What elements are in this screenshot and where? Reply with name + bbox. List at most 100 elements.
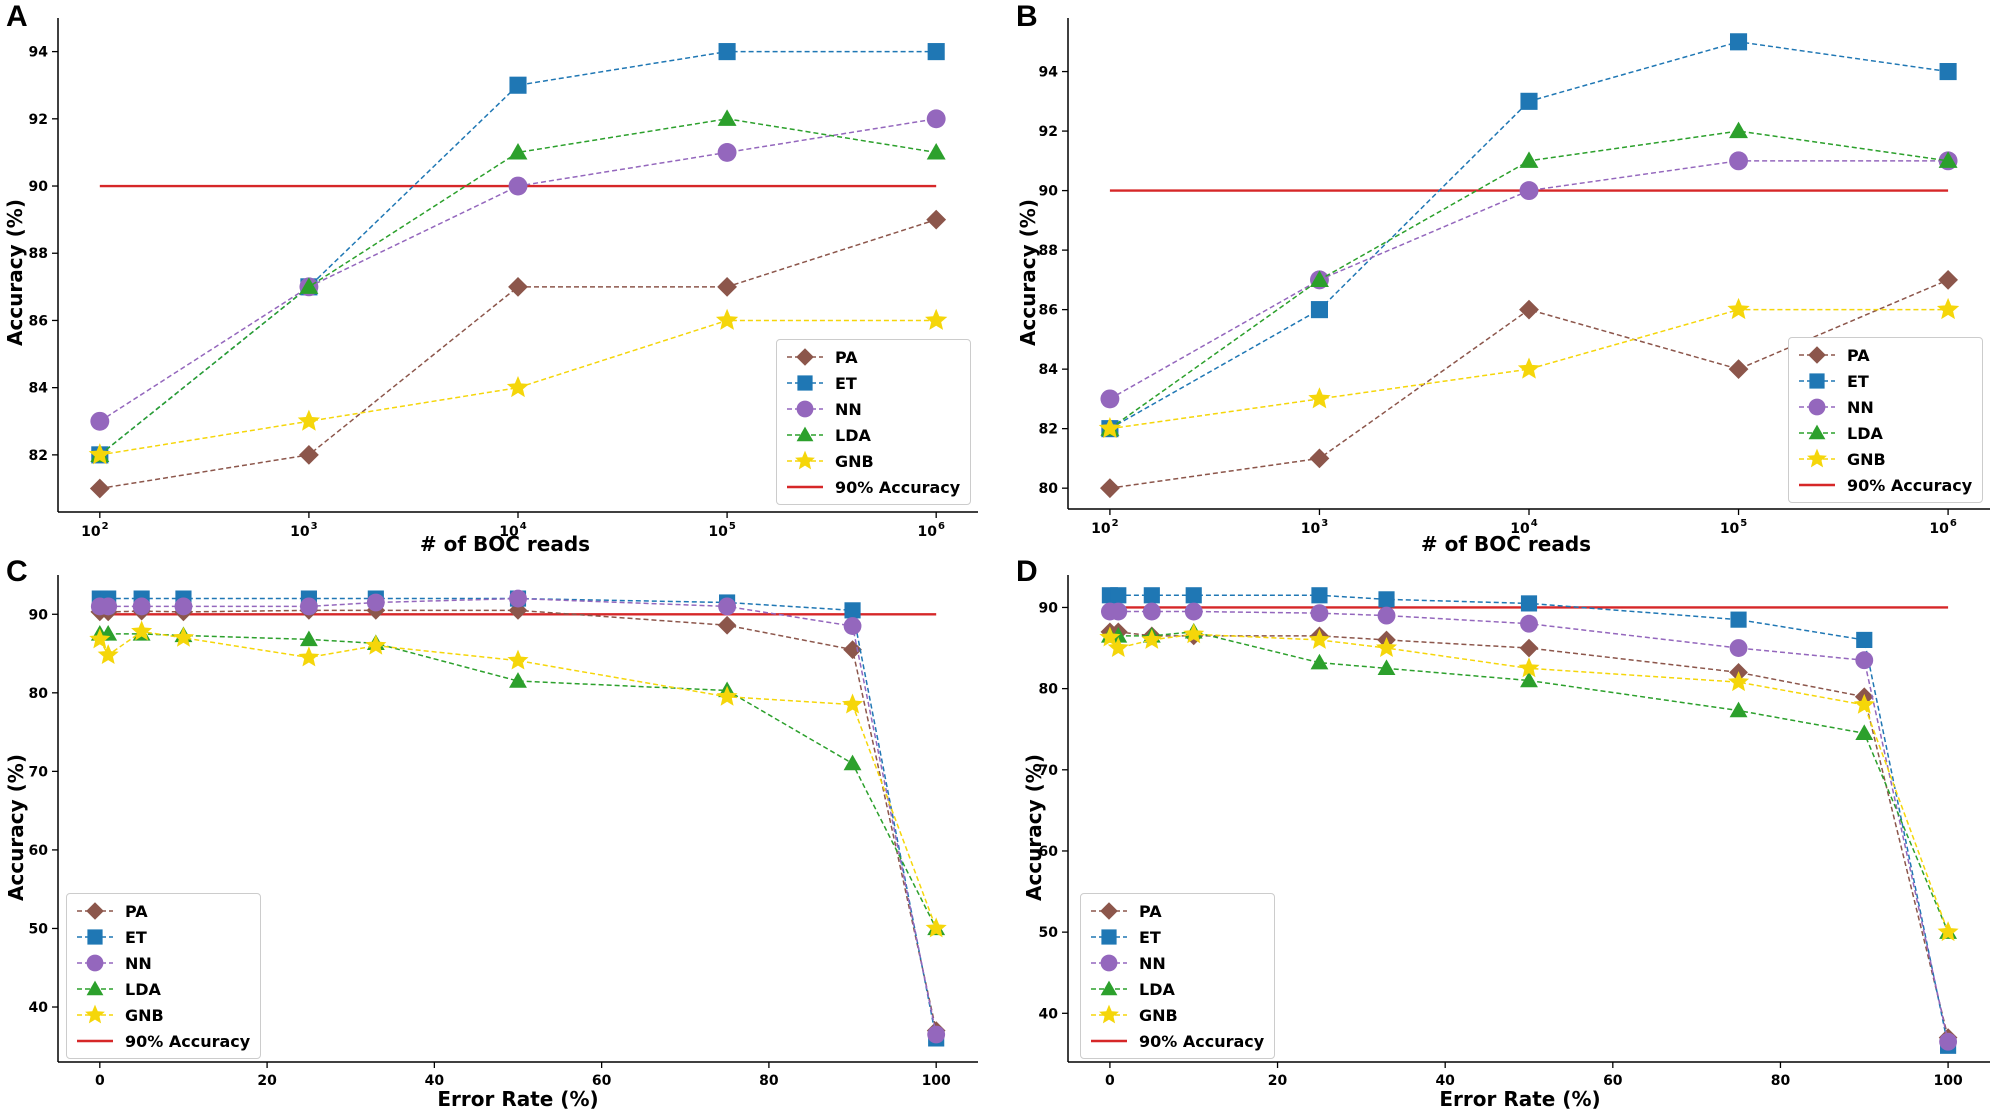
legend-b: PA ET NN LDA GNB 90% Accuracy	[1788, 337, 1984, 503]
legend-label: ET	[1847, 371, 1869, 391]
series-line-lda	[1109, 631, 1949, 933]
data-point-nn	[1184, 602, 1203, 621]
x-tick-label: 106	[1929, 518, 1956, 537]
legend-swatch	[1091, 980, 1127, 996]
data-point-et	[844, 602, 861, 619]
data-point-et	[927, 43, 945, 61]
data-point-gnb	[1728, 671, 1750, 692]
data-point-et	[1856, 631, 1873, 649]
legend-swatch	[77, 902, 113, 920]
x-axis-label-d: Error Rate (%)	[1439, 1087, 1601, 1111]
x-tick-label: 60	[1603, 1073, 1623, 1089]
legend-swatch	[1091, 1039, 1127, 1043]
legend-swatch	[1799, 398, 1835, 416]
data-point-gnb	[925, 308, 948, 330]
legend-label: NN	[1847, 397, 1874, 417]
legend-entry: PA	[1797, 342, 1972, 368]
series-line-gnb	[99, 630, 937, 929]
data-point-et	[718, 43, 736, 61]
legend-marker-gnb	[1807, 448, 1827, 468]
data-point-pa	[843, 640, 862, 659]
data-point-pa	[89, 478, 110, 499]
data-point-pa	[717, 615, 737, 635]
data-point-nn	[717, 142, 737, 162]
x-tick-label: 0	[95, 1073, 105, 1089]
panel-letter-d: D	[1016, 555, 1038, 588]
y-axis-label-d: Accuracy (%)	[1022, 754, 1046, 901]
data-point-nn	[1855, 651, 1874, 670]
legend-swatch	[1799, 483, 1835, 487]
x-tick-label: 102	[1091, 518, 1118, 537]
y-tick-label: 84	[29, 381, 49, 397]
data-point-nn	[1100, 389, 1120, 409]
legend-swatch	[1091, 902, 1127, 920]
data-point-gnb	[1098, 416, 1122, 439]
x-tick-label: 103	[290, 521, 317, 540]
data-point-pa	[1728, 359, 1749, 380]
legend-label: ET	[835, 373, 857, 393]
data-point-gnb	[1937, 921, 1959, 942]
legend-label: PA	[125, 901, 148, 921]
y-axis-label-b: Accuracy (%)	[1016, 199, 1040, 346]
legend-entry: 90% Accuracy	[1089, 1028, 1264, 1054]
y-tick-label: 40	[1039, 1006, 1059, 1022]
data-point-gnb	[365, 634, 387, 655]
legend-label: LDA	[1847, 423, 1883, 443]
legend-entry: NN	[75, 950, 250, 976]
data-point-et	[1143, 587, 1160, 604]
y-tick-label: 80	[29, 686, 49, 702]
panel-b: B 80 82 84 86 88 90 92 94 102 103 104 105 106 Accura…	[1010, 0, 2000, 556]
x-tick-label: 60	[592, 1073, 612, 1089]
y-tick-label: 88	[1039, 243, 1058, 259]
data-point-pa	[299, 444, 319, 465]
data-point-gnb	[131, 620, 153, 641]
data-point-gnb	[1376, 637, 1398, 657]
data-point-nn	[927, 1025, 946, 1044]
data-point-gnb	[1183, 623, 1205, 644]
legend-entry: LDA	[1797, 420, 1972, 446]
data-point-gnb	[1099, 626, 1121, 647]
data-point-gnb	[88, 443, 111, 465]
legend-swatch	[77, 1039, 113, 1043]
legend-label: 90% Accuracy	[835, 477, 961, 497]
data-point-pa	[1519, 299, 1539, 320]
plot-area-d: 40 50 60 70 80 90 0 20 40 60 80 100	[1039, 575, 1990, 1089]
data-point-lda	[1310, 653, 1329, 670]
series-line-gnb	[1109, 633, 1949, 933]
data-point-lda	[1938, 151, 1958, 168]
data-point-lda	[1520, 671, 1538, 688]
series-line-nn	[1109, 610, 1949, 1042]
x-tick-label: 20	[257, 1073, 277, 1089]
legend-label: ET	[125, 927, 147, 947]
x-tick-label: 100	[922, 1073, 951, 1089]
series-line-et	[1109, 594, 1949, 1046]
x-tick-label: 103	[1301, 518, 1328, 537]
data-point-nn	[1729, 639, 1748, 657]
legend-entry: GNB	[1797, 446, 1972, 472]
data-point-pa	[1938, 269, 1958, 290]
panel-letter-b: B	[1016, 0, 1038, 33]
data-point-lda	[926, 142, 946, 160]
data-point-nn	[718, 597, 737, 616]
y-tick-label: 50	[1039, 925, 1059, 941]
data-point-lda	[508, 142, 528, 160]
x-tick-label: 105	[1720, 518, 1747, 537]
y-tick-label: 80	[1039, 682, 1059, 698]
data-point-et	[1378, 591, 1395, 608]
legend-swatch	[1799, 373, 1835, 389]
data-point-et	[509, 76, 527, 94]
series-line-pa	[99, 609, 937, 1031]
y-tick-label: 86	[1039, 303, 1058, 319]
legend-swatch	[1799, 346, 1835, 364]
x-tick-label: 20	[1268, 1073, 1288, 1089]
legend-entry: LDA	[1089, 976, 1264, 1002]
legend-marker-pa	[86, 902, 104, 920]
series-line-gnb	[99, 319, 937, 456]
legend-label: LDA	[1139, 979, 1175, 999]
legend-swatch	[787, 400, 823, 418]
data-point-lda	[1855, 724, 1874, 740]
data-point-et	[1939, 63, 1957, 81]
y-tick-label: 90	[29, 179, 49, 195]
